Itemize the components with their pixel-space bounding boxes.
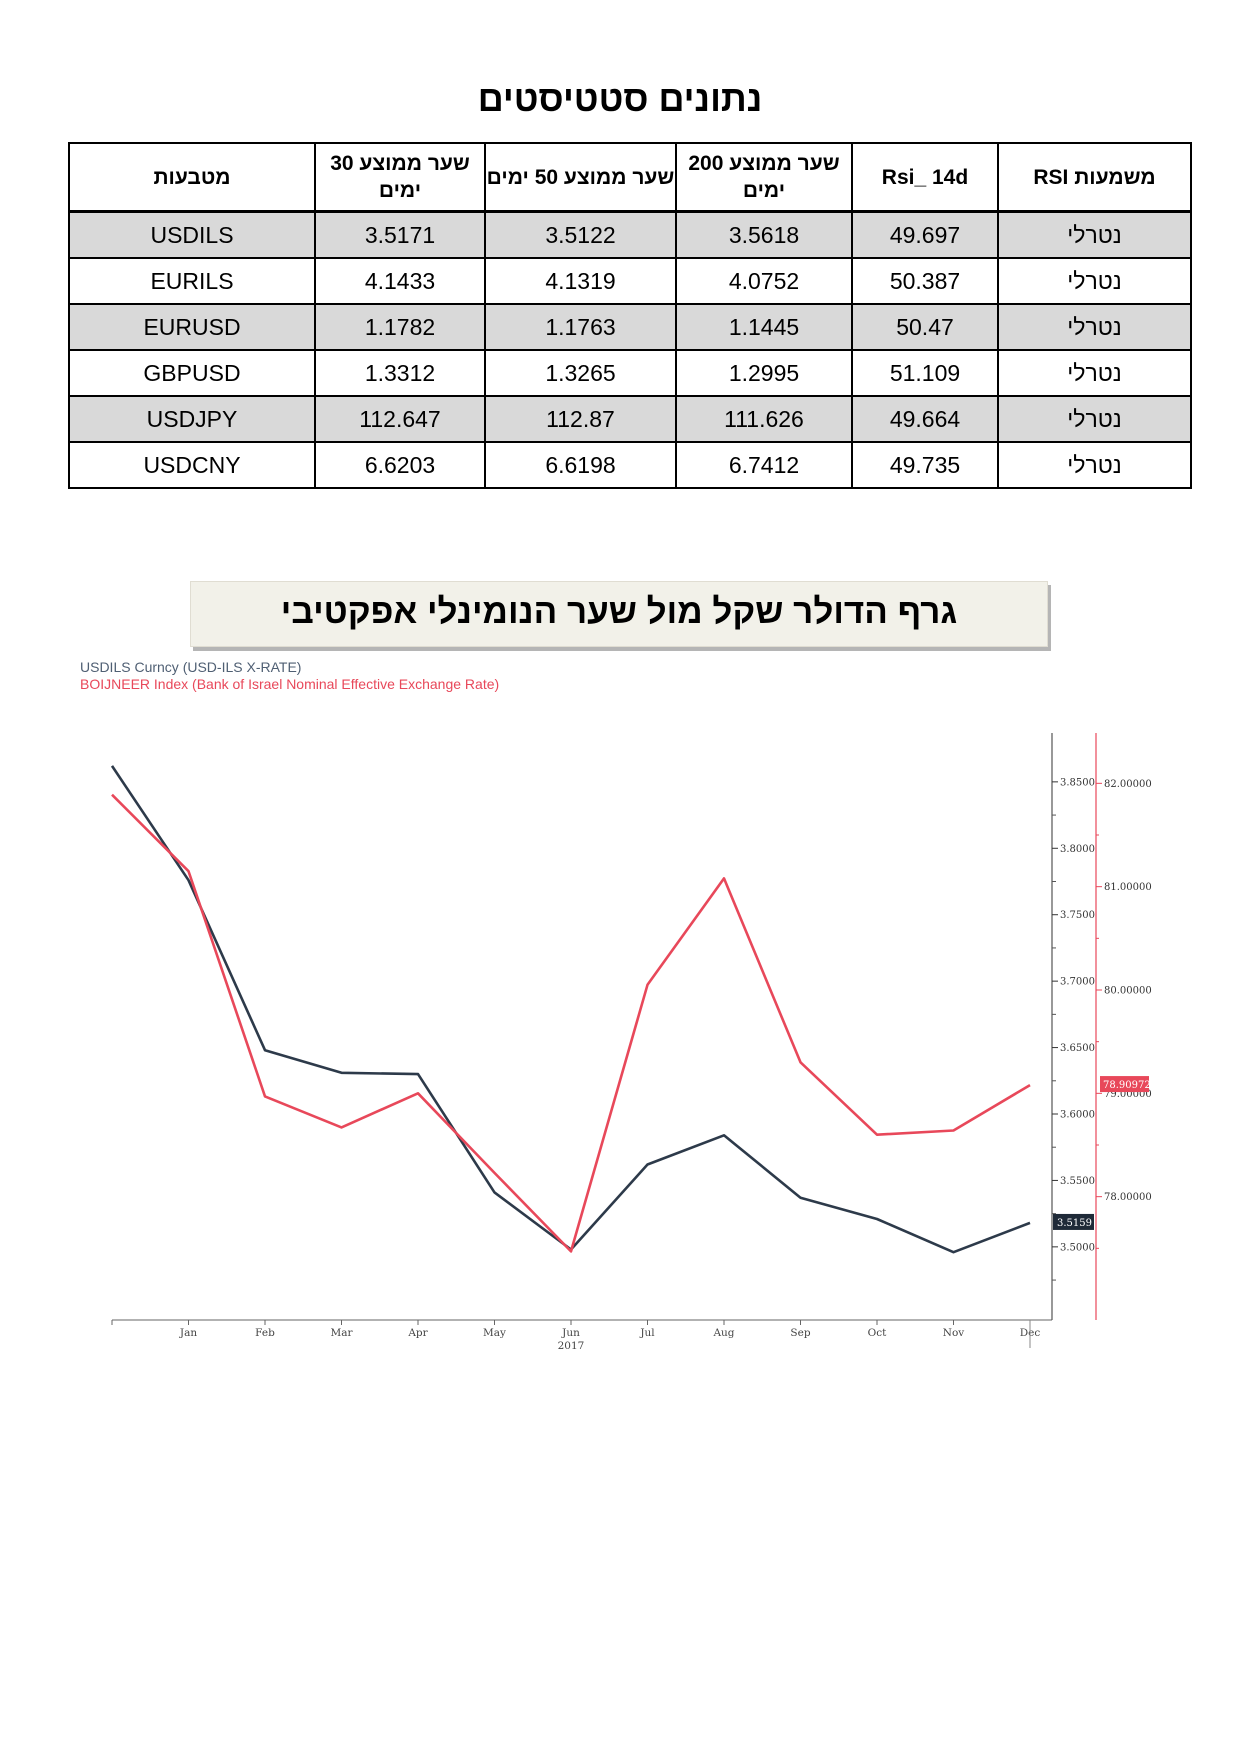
x-tick-label-jun: Jun	[561, 1327, 580, 1339]
header-ma30: שער ממוצע 30 ימים	[314, 142, 486, 213]
x-tick-label-oct: Oct	[868, 1327, 887, 1339]
cell-currency: USDCNY	[68, 441, 316, 489]
cell-rsi-meaning: נטרלי	[997, 395, 1192, 443]
table-row: נטרלי 49.664 111.626 112.87 112.647 USDJ…	[68, 395, 1192, 443]
x-tick-label-apr: Apr	[407, 1327, 428, 1339]
left-y-tick-label-7: 3.5000	[1060, 1242, 1095, 1253]
cell-rsi: 50.47	[851, 303, 999, 351]
table-row: נטרלי 49.735 6.7412 6.6198 6.6203 USDCNY	[68, 441, 1192, 489]
x-year-label: 2017	[558, 1340, 585, 1352]
statistics-table: משמעות RSI Rsi_ 14d שער ממוצע 200 ימים ש…	[68, 142, 1192, 489]
header-rsi-label: Rsi_ 14d	[881, 165, 969, 189]
cell-rsi: 49.664	[851, 395, 999, 443]
table-row: נטרלי 49.697 3.5618 3.5122 3.5171 USDILS	[68, 210, 1192, 259]
cell-rsi: 50.387	[851, 257, 999, 305]
right-y-tick-label-1: 81.00000	[1104, 882, 1152, 893]
cell-ma30: 1.3312	[314, 349, 486, 397]
left-y-tick-label-6: 3.5500	[1060, 1176, 1095, 1187]
cell-ma30: 112.647	[314, 395, 486, 443]
cell-currency: EURILS	[68, 257, 316, 305]
table-row: נטרלי 50.47 1.1445 1.1763 1.1782 EURUSD	[68, 303, 1192, 351]
cell-ma50: 1.3265	[484, 349, 677, 397]
x-tick-label-mar: Mar	[330, 1327, 353, 1339]
header-ma200: שער ממוצע 200 ימים	[675, 142, 853, 213]
usdils-last-value-label: 3.5159	[1057, 1218, 1092, 1229]
cell-ma50: 3.5122	[484, 210, 677, 259]
cell-currency: USDILS	[68, 210, 316, 259]
header-currency: מטבעות	[68, 142, 316, 213]
cell-ma200: 111.626	[675, 395, 853, 443]
table-header-row: משמעות RSI Rsi_ 14d שער ממוצע 200 ימים ש…	[68, 142, 1192, 213]
page-title: נתונים סטטיסטים	[477, 78, 763, 119]
cell-ma200: 1.2995	[675, 349, 853, 397]
cell-ma200: 4.0752	[675, 257, 853, 305]
boijneer-last-value-label: 78.90972	[1103, 1080, 1151, 1091]
x-tick-label-nov: Nov	[943, 1327, 965, 1339]
right-y-tick-label-0: 82.00000	[1104, 779, 1152, 790]
cell-rsi-meaning: נטרלי	[997, 210, 1192, 259]
cell-ma50: 4.1319	[484, 257, 677, 305]
header-rsi-meaning: משמעות RSI	[997, 142, 1192, 213]
cell-ma50: 1.1763	[484, 303, 677, 351]
series-line-boijneer	[111, 793, 1031, 1253]
right-y-tick-label-4: 78.00000	[1104, 1192, 1152, 1203]
left-y-tick-label-5: 3.6000	[1060, 1110, 1095, 1121]
cell-ma200: 1.1445	[675, 303, 853, 351]
cell-ma200: 6.7412	[675, 441, 853, 489]
cell-currency: GBPUSD	[68, 349, 316, 397]
x-tick-label-may: May	[483, 1327, 506, 1339]
x-tick-label-sep: Sep	[790, 1327, 810, 1339]
cell-ma200: 3.5618	[675, 210, 853, 259]
chart-title-banner: גרף הדולר שקל מול שער הנומינלי אפקטיבי	[190, 581, 1048, 647]
cell-ma50: 6.6198	[484, 441, 677, 489]
table-row: נטרלי 51.109 1.2995 1.3265 1.3312 GBPUSD	[68, 349, 1192, 397]
x-tick-label-jan: Jan	[179, 1327, 197, 1339]
series-line-usdils	[110, 765, 1031, 1254]
legend-boijneer: BOIJNEER Index (Bank of Israel Nominal E…	[80, 676, 500, 692]
header-ma50: שער ממוצע 50 ימים	[484, 142, 677, 213]
cell-rsi: 49.735	[851, 441, 999, 489]
cell-rsi-meaning: נטרלי	[997, 349, 1192, 397]
x-tick-label-aug: Aug	[712, 1327, 734, 1339]
table-row: נטרלי 50.387 4.0752 4.1319 4.1433 EURILS	[68, 257, 1192, 305]
cell-ma30: 4.1433	[314, 257, 486, 305]
cell-currency: USDJPY	[68, 395, 316, 443]
left-y-tick-label-2: 3.7500	[1060, 910, 1095, 921]
usdils-last-value-badge	[1053, 1213, 1094, 1230]
left-y-tick-label-1: 3.8000	[1060, 844, 1095, 855]
cell-rsi-meaning: נטרלי	[997, 303, 1192, 351]
cell-rsi: 51.109	[851, 349, 999, 397]
cell-currency: EURUSD	[68, 303, 316, 351]
cell-rsi: 49.697	[851, 210, 999, 259]
legend-usdils: USDILS Curncy (USD-ILS X-RATE)	[80, 659, 302, 675]
boijneer-last-value-badge	[1100, 1076, 1149, 1093]
cell-ma30: 3.5171	[314, 210, 486, 259]
cell-ma30: 1.1782	[314, 303, 486, 351]
left-y-tick-label-3: 3.7000	[1060, 977, 1095, 988]
x-tick-label-jul: Jul	[639, 1327, 655, 1339]
cell-rsi-meaning: נטרלי	[997, 441, 1192, 489]
x-tick-label-feb: Feb	[255, 1327, 275, 1339]
cell-rsi-meaning: נטרלי	[997, 257, 1192, 305]
right-y-tick-label-3: 79.00000	[1104, 1089, 1152, 1100]
left-y-tick-label-4: 3.6500	[1060, 1043, 1095, 1054]
right-y-tick-label-2: 80.00000	[1104, 986, 1152, 997]
cell-ma50: 112.87	[484, 395, 677, 443]
header-rsi: Rsi_ 14d	[851, 142, 999, 213]
chart-title: גרף הדולר שקל מול שער הנומינלי אפקטיבי	[280, 592, 958, 631]
left-y-tick-label-0: 3.8500	[1060, 777, 1095, 788]
cell-ma30: 6.6203	[314, 441, 486, 489]
